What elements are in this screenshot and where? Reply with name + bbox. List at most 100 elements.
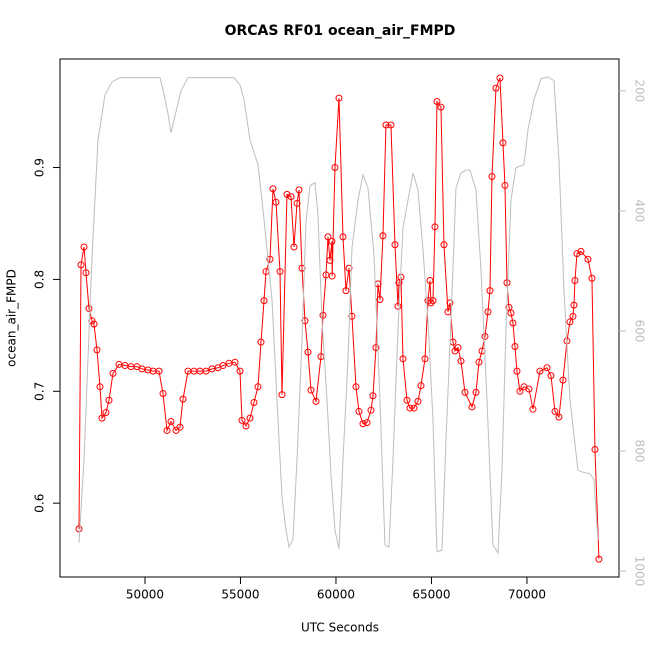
data-point (328, 272, 336, 280)
data-point (82, 269, 90, 277)
data-point (109, 369, 117, 377)
data-point (414, 397, 422, 405)
data-point (509, 319, 517, 327)
y2-tick-label: 400 (633, 199, 647, 222)
data-point (202, 367, 210, 375)
data-point (254, 383, 262, 391)
data-point (295, 186, 303, 194)
data-point (339, 233, 347, 241)
data-point (272, 198, 280, 206)
data-point (176, 423, 184, 431)
y-tick-label: 0.6 (33, 494, 47, 513)
data-point (231, 358, 239, 366)
data-point (367, 406, 375, 414)
data-point (429, 297, 437, 305)
series-line (78, 77, 600, 560)
data-point (155, 367, 163, 375)
data-point (355, 407, 363, 415)
x-axis-label: UTC Seconds (301, 621, 379, 635)
data-point (588, 274, 596, 282)
data-point (472, 388, 480, 396)
data-point (159, 390, 167, 398)
data-point (96, 383, 104, 391)
data-point (566, 318, 574, 326)
y2-tick-label: 1000 (633, 556, 647, 587)
data-point (382, 121, 390, 129)
data-point (287, 193, 295, 201)
series-line (78, 76, 599, 555)
data-point (410, 404, 418, 412)
data-point (513, 367, 521, 375)
data-point (555, 413, 563, 421)
data-point (507, 309, 515, 317)
data-point (352, 383, 360, 391)
data-point (501, 181, 509, 189)
data-point (269, 185, 277, 193)
data-point (260, 297, 268, 305)
data-point (573, 250, 581, 258)
data-point (571, 277, 579, 285)
x-tick-label: 70000 (508, 588, 546, 602)
data-point (179, 395, 187, 403)
data-point (440, 241, 448, 249)
data-point (503, 279, 511, 287)
data-point (486, 287, 494, 295)
data-point (345, 264, 353, 272)
data-point (543, 364, 551, 372)
data-point (584, 255, 592, 263)
data-point (461, 388, 469, 396)
data-point (570, 301, 578, 309)
data-point (326, 256, 334, 264)
data-point (421, 355, 429, 363)
y-axis-label: ocean_air_FMPD (5, 269, 19, 367)
data-point (328, 237, 336, 245)
y-tick-label: 0.8 (33, 270, 47, 289)
data-point (342, 287, 350, 295)
data-point (431, 223, 439, 231)
data-point (488, 172, 496, 180)
data-point (102, 409, 110, 417)
data-point (219, 362, 227, 370)
data-point (246, 414, 254, 422)
data-point (319, 311, 327, 319)
x-tick-label: 55000 (221, 588, 259, 602)
y-tick-label: 0.9 (33, 158, 47, 177)
y2-tick-label: 600 (633, 319, 647, 342)
x-tick-label: 60000 (317, 588, 355, 602)
data-point (312, 397, 320, 405)
data-point (492, 84, 500, 92)
data-point (363, 419, 371, 427)
data-point (433, 98, 441, 106)
data-point (257, 338, 265, 346)
data-point (591, 445, 599, 453)
data-point (387, 121, 395, 129)
data-point (283, 190, 291, 198)
data-point (304, 348, 312, 356)
data-point (167, 417, 175, 425)
data-point (547, 372, 555, 380)
data-point (242, 422, 250, 430)
data-point (499, 139, 507, 147)
data-point (93, 346, 101, 354)
x-tick-label: 50000 (126, 588, 164, 602)
data-point (468, 403, 476, 411)
data-point (417, 382, 425, 390)
data-point (577, 247, 585, 255)
data-point (475, 358, 483, 366)
data-point (105, 396, 113, 404)
data-point (406, 404, 414, 412)
data-point (278, 391, 286, 399)
data-point (376, 296, 384, 304)
data-point (551, 407, 559, 415)
data-point (536, 367, 544, 375)
data-point (394, 302, 402, 310)
x-tick-label: 65000 (412, 588, 450, 602)
data-point (426, 277, 434, 285)
data-point (276, 268, 284, 276)
data-point (236, 367, 244, 375)
data-point (427, 299, 435, 307)
data-point (496, 74, 504, 82)
chart-title: ORCAS RF01 ocean_air_FMPD (225, 23, 456, 39)
data-point (335, 94, 343, 102)
y2-tick-label: 200 (633, 79, 647, 102)
